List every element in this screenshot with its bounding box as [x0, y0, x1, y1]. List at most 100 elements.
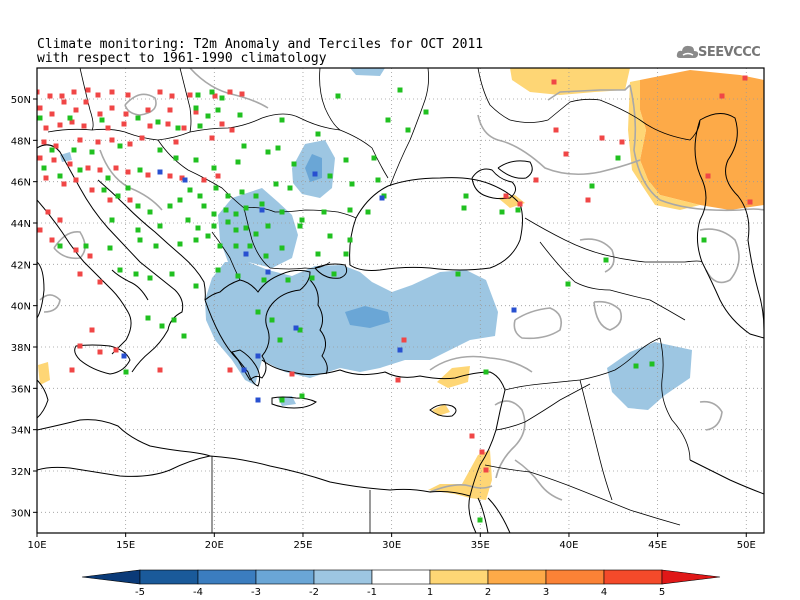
above-normal-station [51, 157, 57, 163]
levant-coast [469, 389, 506, 497]
normal-station [117, 143, 123, 149]
above-normal-station [57, 122, 63, 128]
above-normal-station [145, 172, 151, 178]
above-normal-station [747, 199, 753, 205]
colorbar-label: -1 [367, 587, 377, 598]
graticule [37, 68, 764, 533]
border [269, 261, 331, 270]
colorbar-segment [545, 569, 605, 585]
lat-tick-label: 30N [11, 508, 31, 519]
above-normal-station [123, 111, 129, 117]
above-normal-station [127, 141, 133, 147]
normal-station [225, 219, 231, 225]
normal-station [57, 243, 63, 249]
below-normal-station [243, 251, 249, 257]
border [599, 99, 701, 141]
colorbar-label: -4 [193, 587, 203, 598]
normal-station [309, 275, 315, 281]
egypt-coast [37, 455, 471, 497]
normal-station [197, 123, 203, 129]
colorbar-segment [139, 569, 199, 585]
crete-coast [271, 396, 317, 409]
normal-station [375, 177, 381, 183]
above-normal-station [619, 139, 625, 145]
above-normal-station [45, 209, 51, 215]
above-normal-station [85, 87, 91, 93]
above-normal-station [483, 467, 489, 473]
normal-station [71, 147, 77, 153]
normal-station [147, 275, 153, 281]
cold-anomaly-caucasus [350, 68, 385, 76]
contour-line [429, 355, 533, 373]
peloponnese-coast [231, 349, 261, 387]
normal-station [233, 211, 239, 217]
above-normal-station [209, 135, 215, 141]
map-plot [37, 68, 764, 533]
normal-station [287, 185, 293, 191]
above-normal-station [121, 121, 127, 127]
above-normal-station [61, 99, 67, 105]
below-normal-station [182, 177, 188, 183]
above-normal-station [553, 127, 559, 133]
normal-station [153, 243, 159, 249]
normal-station [133, 271, 139, 277]
normal-station [253, 193, 259, 199]
contour-line [39, 294, 61, 313]
logo-text: SEEVCCC [698, 45, 761, 60]
normal-station [187, 187, 193, 193]
above-normal-station [219, 121, 225, 127]
warm-anomaly-levant [428, 450, 492, 500]
lat-tick-label: 36N [11, 384, 31, 395]
normal-station [175, 125, 181, 131]
normal-station [83, 243, 89, 249]
normal-station [347, 207, 353, 213]
below-normal-station [511, 307, 517, 313]
above-normal-station [215, 173, 221, 179]
adriatic-east-coast [97, 179, 206, 301]
normal-station [171, 317, 177, 323]
normal-station [331, 271, 337, 277]
normal-station [125, 185, 131, 191]
above-normal-station [599, 135, 605, 141]
above-normal-station [239, 91, 245, 97]
normal-station [279, 245, 285, 251]
above-normal-station [127, 197, 133, 203]
colorbar-label: -3 [251, 587, 261, 598]
colorbar-label: 3 [543, 587, 549, 598]
normal-station [349, 181, 355, 187]
normal-station [277, 337, 283, 343]
above-normal-station [37, 227, 43, 233]
above-normal-station [479, 449, 485, 455]
normal-station [193, 283, 199, 289]
above-normal-station [395, 377, 401, 383]
crimea-coast [471, 168, 516, 200]
cold-anomaly-romania-core [305, 154, 322, 182]
normal-station [211, 165, 217, 171]
above-normal-station [157, 367, 163, 373]
border [477, 68, 601, 123]
normal-station [77, 167, 83, 173]
contour-line [189, 68, 269, 109]
colorbar-segment [429, 569, 489, 585]
above-normal-station [551, 79, 557, 85]
lat-tick-label: 32N [11, 467, 31, 478]
normal-station [209, 89, 215, 95]
border [319, 68, 341, 131]
normal-station [215, 267, 221, 273]
normal-station [279, 117, 285, 123]
normal-station [181, 333, 187, 339]
colorbar-label: -2 [309, 587, 319, 598]
above-normal-station [77, 137, 83, 143]
anomaly-contours [39, 68, 764, 501]
normal-station [193, 157, 199, 163]
normal-station [173, 155, 179, 161]
lat-tick-label: 42N [11, 260, 31, 271]
normal-station [455, 271, 461, 277]
border [389, 68, 429, 187]
above-normal-station [67, 161, 73, 167]
normal-station [405, 127, 411, 133]
above-normal-station [87, 253, 93, 259]
normal-station [233, 243, 239, 249]
lat-tick-label: 50N [11, 95, 31, 106]
above-normal-station [47, 93, 53, 99]
